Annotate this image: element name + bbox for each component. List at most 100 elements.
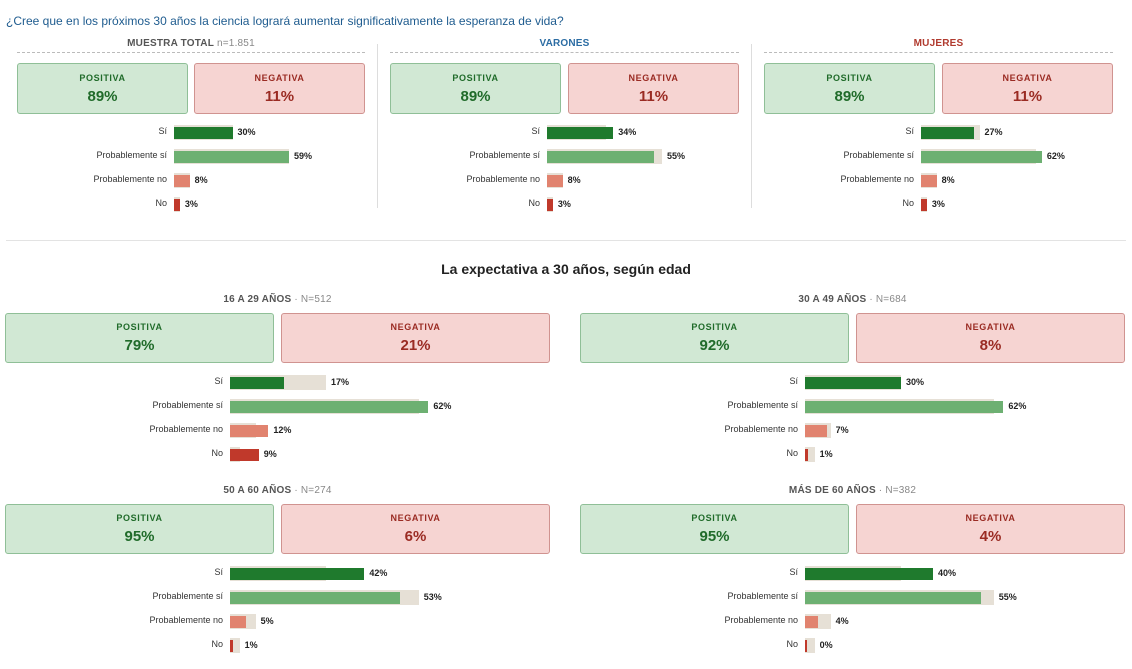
negative-value: 4% [979,528,1002,545]
bar-value-label: 40% [938,568,957,578]
panel-n-separator: · [866,294,876,305]
bar [805,449,809,461]
bar-value-label: 8% [567,175,581,185]
bar [547,151,655,163]
bar-category-label: Probablemente sí [152,400,223,410]
panel-title-text: MUESTRA TOTAL [127,38,215,49]
negative-summary-box: NEGATIVA 11% [568,63,739,114]
chart-panel: 50 A 60 AÑOS · N=274 POSITIVA 95% NEGATIVA 6… [5,485,550,669]
bar-value-label: 27% [984,127,1003,137]
bar-row: Probablemente no 12% [5,421,550,439]
bar-row: No 9% [5,445,550,463]
bar-value-label: 62% [1008,401,1027,411]
bar-category-label: Probablemente no [466,174,540,184]
bar-category-label: No [155,198,167,208]
negative-value: 21% [400,337,431,354]
panel-sample-size: N=512 [300,294,332,305]
bar [805,377,901,389]
panel-sample-size: N=684 [875,294,907,305]
bar-category-label: Sí [214,567,223,577]
bar-row: Sí 42% [5,564,550,582]
negative-summary-box: NEGATIVA 11% [942,63,1113,114]
chart-panel: VARONES POSITIVA 89% NEGATIVA 11% Sí 34% Probab… [390,38,739,238]
bar-category-label: Probablemente sí [469,150,540,160]
summary-boxes: POSITIVA 92% NEGATIVA 8% [580,313,1125,363]
bar-category-label: Probablemente sí [727,591,798,601]
bar-category-label: Probablemente no [149,424,223,434]
positive-summary-box: POSITIVA 89% [764,63,935,114]
bar-value-label: 34% [618,127,637,137]
bar [921,199,927,211]
positive-label: POSITIVA [116,513,163,523]
positive-label: POSITIVA [452,72,499,83]
bar-row: No 0% [580,636,1125,654]
panel-n-separator: · [291,294,301,305]
bar-row: Probablemente sí 55% [390,147,739,165]
bar-row: Sí 27% [764,123,1113,141]
bar-row: Sí 40% [580,564,1125,582]
panel-n-separator: · [875,485,886,496]
bar [230,616,246,628]
panel-title: MUESTRA TOTAL n=1.851 [17,38,365,53]
bar [174,151,290,163]
bar [230,568,365,580]
panel-title-text: 50 A 60 AÑOS [223,485,292,496]
negative-label: NEGATIVA [1002,72,1053,83]
bar-row: Probablemente sí 53% [5,588,550,606]
bar [805,640,807,652]
bar-value-label: 8% [941,175,955,185]
positive-label: POSITIVA [116,322,163,332]
bar [230,449,259,461]
bar-reference [230,638,240,653]
positive-label: POSITIVA [79,72,126,83]
negative-summary-box: NEGATIVA 21% [281,313,550,363]
bar [174,127,233,139]
positive-value: 92% [699,337,730,354]
section-divider [6,240,1126,241]
bar-row: No 1% [5,636,550,654]
negative-value: 6% [404,528,427,545]
negative-label: NEGATIVA [628,72,679,83]
negative-value: 11% [638,87,669,105]
summary-boxes: POSITIVA 95% NEGATIVA 6% [5,504,550,554]
bar-value-label: 62% [433,401,452,411]
bar-category-label: Probablemente sí [96,150,167,160]
bar-value-label: 3% [931,199,945,209]
positive-value: 89% [87,87,118,105]
bar-value-label: 59% [294,151,313,161]
bar [805,401,1004,413]
panel-title-text: 16 A 29 AÑOS [223,294,292,305]
positive-summary-box: POSITIVA 89% [17,63,188,114]
panel-title: 30 A 49 AÑOS · N=684 [580,294,1125,308]
panel-title: MUJERES [764,38,1113,53]
positive-label: POSITIVA [826,72,873,83]
bar-category-label: Sí [214,376,223,386]
bar-category-label: Probablemente no [93,174,167,184]
chart-panel: MUJERES POSITIVA 89% NEGATIVA 11% Sí 27% Probab… [764,38,1113,238]
negative-summary-box: NEGATIVA 11% [194,63,365,114]
bar-category-label: Probablemente sí [843,150,914,160]
negative-summary-box: NEGATIVA 6% [281,504,550,554]
bar-category-label: Probablemente no [840,174,914,184]
bar-row: Sí 17% [5,373,550,391]
panel-title: VARONES [390,38,739,53]
bar-category-label: Probablemente no [149,615,223,625]
bar [230,377,285,389]
negative-label: NEGATIVA [965,322,1016,332]
positive-value: 95% [699,528,730,545]
panel-sample-size: n=1.851 [217,38,255,49]
chart-panel: MÁS DE 60 AÑOS · N=382 POSITIVA 95% NEGATIV… [580,485,1125,669]
bar-value-label: 9% [263,449,277,459]
bar [230,401,429,413]
bar-row: Probablemente no 7% [580,421,1125,439]
bar-value-label: 3% [557,199,571,209]
panel-sample-size: N=382 [885,485,917,496]
bar-row: No 3% [17,195,365,213]
negative-value: 11% [1012,87,1043,105]
bar-value-label: 30% [237,127,256,137]
bar-value-label: 8% [194,175,208,185]
summary-boxes: POSITIVA 95% NEGATIVA 4% [580,504,1125,554]
bar-row: Probablemente no 8% [17,171,365,189]
bar-reference [805,447,815,462]
bar-value-label: 55% [998,592,1017,602]
